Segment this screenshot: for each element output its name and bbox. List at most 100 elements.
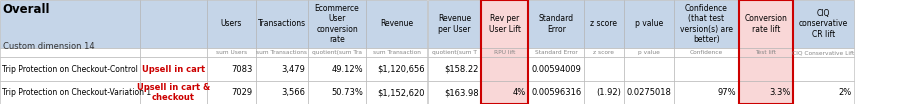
Text: quotient(sum T: quotient(sum T bbox=[432, 50, 477, 55]
Text: Upsell in cart &
checkout: Upsell in cart & checkout bbox=[137, 83, 210, 102]
Bar bbox=[528, 57, 584, 81]
Text: Revenue
per User: Revenue per User bbox=[438, 14, 471, 34]
Text: sum Transaction: sum Transaction bbox=[373, 50, 421, 55]
Bar bbox=[140, 48, 207, 57]
Bar bbox=[140, 81, 207, 104]
Bar bbox=[428, 57, 482, 81]
Text: 0.00594009: 0.00594009 bbox=[532, 65, 581, 74]
Text: 0.0275018: 0.0275018 bbox=[626, 88, 671, 97]
Bar bbox=[366, 81, 427, 104]
Bar bbox=[674, 0, 739, 48]
Bar bbox=[207, 48, 256, 57]
Bar bbox=[308, 57, 366, 81]
Text: Trip Protection on Checkout-Control: Trip Protection on Checkout-Control bbox=[2, 65, 138, 74]
Text: CIQ
conservative
CR lift: CIQ conservative CR lift bbox=[799, 9, 848, 39]
Bar bbox=[482, 81, 528, 104]
Bar bbox=[482, 0, 528, 48]
Bar bbox=[482, 48, 528, 57]
Bar bbox=[674, 57, 739, 81]
Text: $1,120,656: $1,120,656 bbox=[377, 65, 425, 74]
Bar bbox=[256, 48, 308, 57]
Bar bbox=[528, 0, 584, 48]
Text: Confidence: Confidence bbox=[690, 50, 723, 55]
Text: 49.12%: 49.12% bbox=[332, 65, 364, 74]
Bar bbox=[207, 0, 256, 48]
Bar bbox=[308, 81, 366, 104]
Bar bbox=[366, 0, 427, 48]
Text: z score: z score bbox=[593, 50, 615, 55]
Text: 0.00596316: 0.00596316 bbox=[531, 88, 581, 97]
Text: Standard
Error: Standard Error bbox=[538, 14, 574, 34]
Bar bbox=[366, 48, 427, 57]
Bar bbox=[528, 81, 584, 104]
Bar bbox=[624, 57, 674, 81]
Bar bbox=[674, 81, 739, 104]
Bar bbox=[739, 57, 793, 81]
Bar bbox=[428, 48, 482, 57]
Text: quotient(sum Tra: quotient(sum Tra bbox=[312, 50, 362, 55]
Bar bbox=[739, 0, 793, 48]
Bar bbox=[674, 48, 739, 57]
Text: sum Transactions: sum Transactions bbox=[256, 50, 307, 55]
Bar bbox=[624, 48, 674, 57]
Bar bbox=[793, 48, 854, 57]
Text: Overall: Overall bbox=[3, 3, 50, 16]
Text: Test lift: Test lift bbox=[755, 50, 777, 55]
Bar bbox=[793, 57, 854, 81]
Text: Transactions: Transactions bbox=[257, 19, 306, 28]
Text: p value: p value bbox=[634, 19, 663, 28]
Text: 2%: 2% bbox=[838, 88, 851, 97]
Text: sum Users: sum Users bbox=[216, 50, 247, 55]
Text: Standard Error: Standard Error bbox=[535, 50, 578, 55]
Text: $163.98: $163.98 bbox=[445, 88, 479, 97]
Bar bbox=[0, 81, 140, 104]
Text: Conversion
rate lift: Conversion rate lift bbox=[744, 14, 788, 34]
Bar bbox=[428, 81, 482, 104]
Bar bbox=[482, 0, 528, 104]
Text: Custom dimension 14: Custom dimension 14 bbox=[3, 42, 94, 51]
Text: $1,152,620: $1,152,620 bbox=[377, 88, 425, 97]
Bar bbox=[0, 0, 140, 48]
Bar bbox=[0, 48, 140, 57]
Bar bbox=[428, 0, 482, 48]
Text: Upsell in cart: Upsell in cart bbox=[141, 65, 205, 74]
Text: Users: Users bbox=[220, 19, 242, 28]
Bar bbox=[207, 81, 256, 104]
Bar bbox=[140, 57, 207, 81]
Bar bbox=[256, 81, 308, 104]
Text: Confidence
(that test
version(s) are
better): Confidence (that test version(s) are bet… bbox=[680, 4, 733, 44]
Text: p value: p value bbox=[638, 50, 660, 55]
Bar bbox=[624, 0, 674, 48]
Text: (1.92): (1.92) bbox=[596, 88, 621, 97]
Bar bbox=[0, 57, 140, 81]
Bar bbox=[584, 81, 624, 104]
Bar bbox=[584, 57, 624, 81]
Bar bbox=[739, 48, 793, 57]
Text: 3.3%: 3.3% bbox=[769, 88, 790, 97]
Bar bbox=[256, 0, 308, 48]
Bar bbox=[256, 57, 308, 81]
Text: CIQ Conservative Lift: CIQ Conservative Lift bbox=[792, 50, 855, 55]
Text: RPU lift: RPU lift bbox=[494, 50, 516, 55]
Text: 7029: 7029 bbox=[232, 88, 253, 97]
Text: Revenue: Revenue bbox=[381, 19, 413, 28]
Bar bbox=[482, 57, 528, 81]
Bar bbox=[739, 0, 793, 104]
Text: 7083: 7083 bbox=[231, 65, 253, 74]
Text: $158.22: $158.22 bbox=[445, 65, 479, 74]
Bar bbox=[793, 0, 854, 48]
Text: 3,566: 3,566 bbox=[281, 88, 305, 97]
Bar bbox=[528, 48, 584, 57]
Text: 4%: 4% bbox=[512, 88, 526, 97]
Bar bbox=[366, 57, 427, 81]
Bar bbox=[308, 0, 366, 48]
Text: Rev per
User Lift: Rev per User Lift bbox=[489, 14, 521, 34]
Bar bbox=[207, 57, 256, 81]
Bar bbox=[584, 48, 624, 57]
Text: 97%: 97% bbox=[717, 88, 736, 97]
Bar bbox=[793, 81, 854, 104]
Text: z score: z score bbox=[590, 19, 617, 28]
Text: Ecommerce
User
conversion
rate: Ecommerce User conversion rate bbox=[315, 4, 359, 44]
Bar bbox=[739, 81, 793, 104]
Text: 50.73%: 50.73% bbox=[332, 88, 364, 97]
